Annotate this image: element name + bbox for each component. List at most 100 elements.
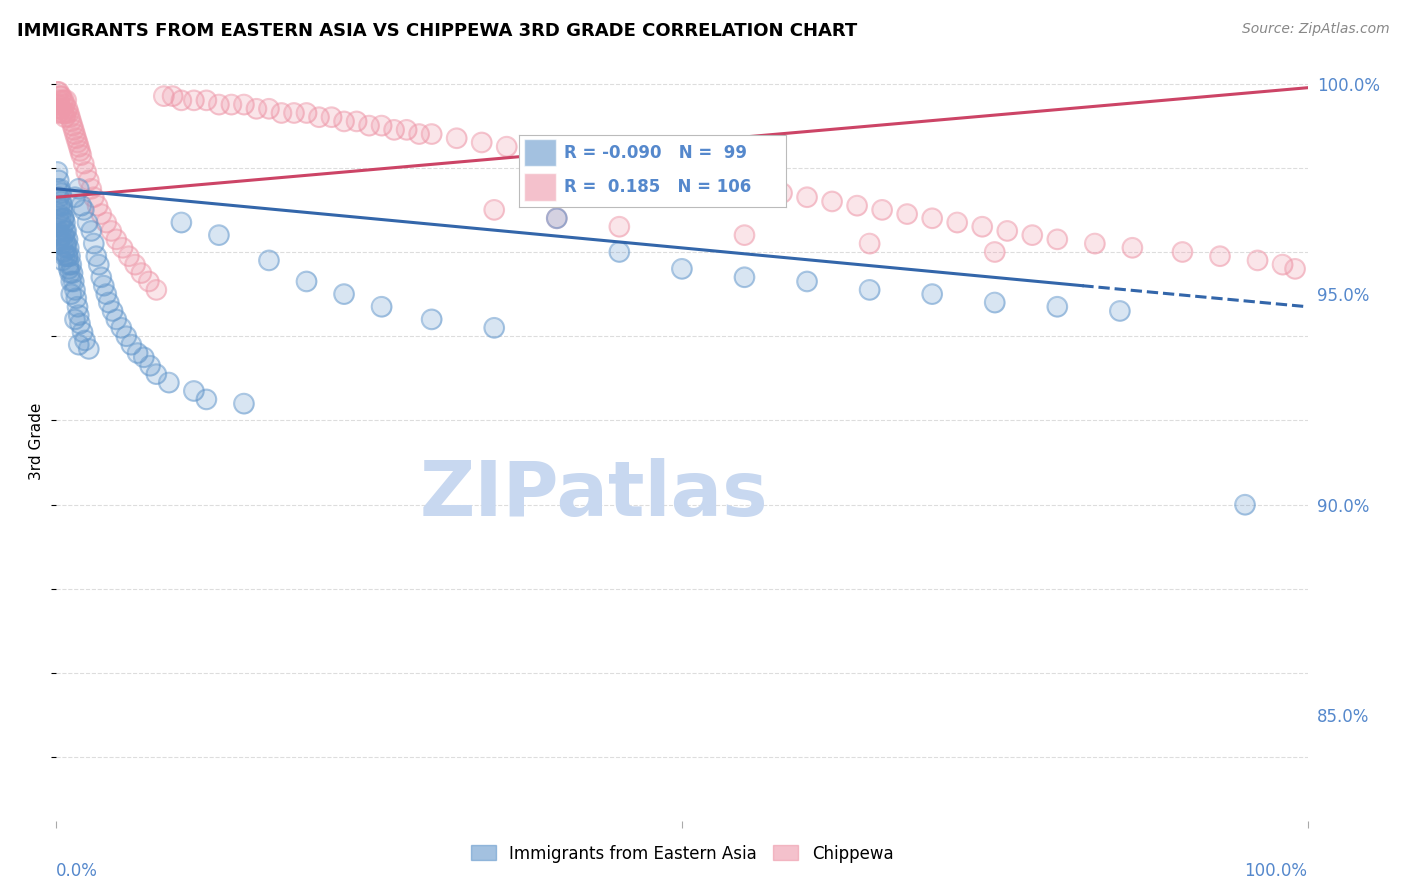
Point [846,199,869,213]
Point [145,367,167,381]
Point [408,127,430,141]
Point [609,219,631,234]
Point [67,182,90,196]
Point [58,261,80,276]
Point [67,308,90,322]
Point [571,153,593,167]
Point [120,337,142,351]
Point [118,249,141,263]
Point [333,287,356,301]
Point [395,123,418,137]
Point [60,258,83,272]
Text: ZIPatlas: ZIPatlas [420,458,769,532]
Point [80,224,103,238]
Point [70,148,93,162]
Point [721,178,744,192]
Point [66,136,89,150]
Point [56,102,79,116]
Point [62,123,84,137]
Point [118,249,141,263]
Point [48,85,70,99]
Point [58,106,80,120]
Point [62,119,84,133]
Point [97,295,120,310]
Point [245,102,267,116]
Point [995,224,1018,238]
Point [48,224,70,238]
Point [105,312,128,326]
Point [1171,245,1194,260]
Text: 0.0%: 0.0% [56,863,98,880]
Point [49,182,72,196]
Point [66,300,89,314]
Point [62,123,84,137]
Point [69,144,91,158]
Point [48,190,70,204]
Point [110,321,132,335]
Point [821,194,844,209]
Text: 100.0%: 100.0% [1244,863,1308,880]
Point [51,219,73,234]
Point [59,266,82,280]
Point [49,102,72,116]
Point [233,97,256,112]
Point [921,211,943,226]
Point [59,266,82,280]
Point [51,89,73,103]
Point [49,215,72,229]
Point [93,278,115,293]
Point [60,114,83,128]
Point [73,202,96,217]
Point [97,295,120,310]
Point [56,249,79,263]
Point [139,359,162,373]
Point [671,169,693,184]
Point [321,110,343,124]
Point [295,106,318,120]
Point [546,148,568,162]
Point [77,342,100,356]
Point [51,236,73,251]
Point [96,215,118,229]
Point [84,249,107,263]
Point [101,304,124,318]
Point [100,224,122,238]
Point [52,106,75,120]
Point [51,211,73,226]
Point [382,123,405,137]
Point [896,207,918,221]
Point [195,93,218,107]
Point [270,106,292,120]
Point [609,245,631,260]
Point [63,312,86,326]
Point [1084,236,1107,251]
Point [51,194,73,209]
Point [359,119,381,133]
Point [995,224,1018,238]
Point [51,102,73,116]
Point [858,283,880,297]
Point [770,186,793,200]
Point [734,270,756,285]
Point [195,93,218,107]
Point [53,232,76,246]
Point [145,367,167,381]
Point [170,93,193,107]
Point [1234,498,1257,512]
Point [46,85,69,99]
Point [696,173,718,187]
Point [48,85,70,99]
Point [1109,304,1132,318]
Point [55,93,77,107]
Point [63,127,86,141]
Point [59,249,82,263]
Point [48,93,70,107]
Point [73,156,96,170]
Point [60,287,83,301]
Point [145,283,167,297]
Point [52,211,75,226]
Point [870,202,893,217]
Bar [524,173,557,201]
Point [60,287,83,301]
Point [645,165,668,179]
